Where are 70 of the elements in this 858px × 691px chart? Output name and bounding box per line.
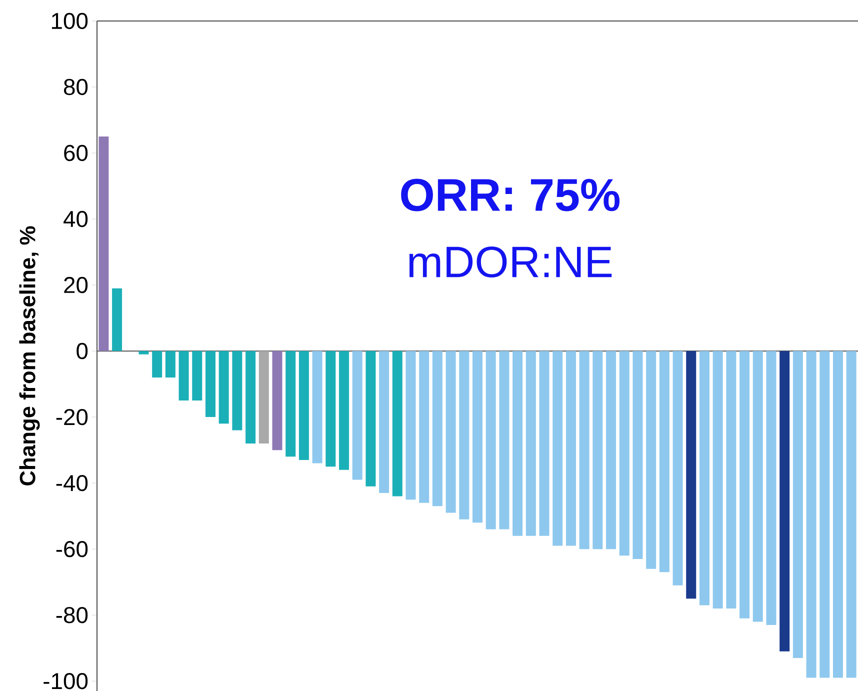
annotation: mDOR:NE bbox=[409, 246, 612, 278]
bar bbox=[218, 351, 229, 424]
bar bbox=[806, 351, 816, 678]
bar bbox=[526, 351, 536, 536]
bar bbox=[780, 351, 790, 652]
bar bbox=[726, 351, 736, 608]
y-tick-label: -100 bbox=[44, 672, 88, 690]
bar bbox=[326, 351, 336, 467]
y-tick-label: 80 bbox=[64, 78, 88, 96]
bar bbox=[152, 351, 162, 378]
bar bbox=[659, 351, 670, 572]
bar bbox=[512, 351, 523, 536]
bar bbox=[846, 351, 856, 678]
bar bbox=[338, 351, 349, 470]
bar bbox=[646, 351, 656, 569]
bar bbox=[205, 351, 216, 418]
bar bbox=[178, 351, 189, 401]
bar bbox=[632, 351, 643, 559]
bar bbox=[579, 351, 590, 550]
bar bbox=[472, 351, 483, 523]
bar bbox=[712, 351, 723, 608]
bar bbox=[232, 351, 242, 430]
bar bbox=[740, 351, 750, 618]
bar bbox=[552, 351, 563, 546]
y-tick-label: -20 bbox=[56, 408, 88, 426]
bar bbox=[298, 351, 309, 460]
bar bbox=[752, 351, 763, 622]
bar bbox=[566, 351, 576, 546]
bar bbox=[486, 351, 496, 530]
bar bbox=[672, 351, 683, 586]
bar bbox=[619, 351, 630, 556]
y-axis-title: Change from baseline, % bbox=[19, 226, 40, 486]
bar bbox=[312, 351, 322, 464]
annotation: ORR: 75% bbox=[401, 178, 620, 212]
bar bbox=[606, 351, 616, 550]
bar bbox=[392, 351, 402, 496]
bar bbox=[379, 351, 390, 493]
bar bbox=[699, 351, 710, 606]
bar bbox=[432, 351, 442, 506]
bar bbox=[138, 351, 149, 354]
y-tick-label: -80 bbox=[56, 606, 88, 624]
bar bbox=[258, 351, 269, 444]
bar bbox=[686, 351, 696, 599]
y-tick-label: -40 bbox=[56, 474, 88, 492]
bar bbox=[446, 351, 456, 513]
y-tick-label: 40 bbox=[64, 210, 88, 228]
bar bbox=[539, 351, 550, 536]
bar bbox=[286, 351, 296, 457]
bar bbox=[352, 351, 362, 480]
bar bbox=[792, 351, 803, 658]
bar bbox=[499, 351, 510, 530]
bar bbox=[272, 351, 282, 450]
bar bbox=[766, 351, 776, 625]
bar bbox=[459, 351, 470, 520]
bar bbox=[165, 351, 176, 378]
bar bbox=[832, 351, 843, 678]
bar bbox=[820, 351, 830, 678]
bar bbox=[98, 136, 109, 352]
y-tick-label: -60 bbox=[56, 540, 88, 558]
bar bbox=[406, 351, 416, 500]
y-tick-label: 60 bbox=[64, 144, 88, 162]
bar bbox=[366, 351, 376, 486]
y-tick-label: 20 bbox=[64, 276, 88, 294]
bar bbox=[592, 351, 603, 550]
bar bbox=[192, 351, 202, 401]
y-tick-label: 100 bbox=[52, 12, 88, 30]
y-tick-label: 0 bbox=[76, 342, 88, 360]
bar bbox=[246, 351, 256, 444]
bar bbox=[419, 351, 430, 503]
bar bbox=[112, 288, 122, 352]
